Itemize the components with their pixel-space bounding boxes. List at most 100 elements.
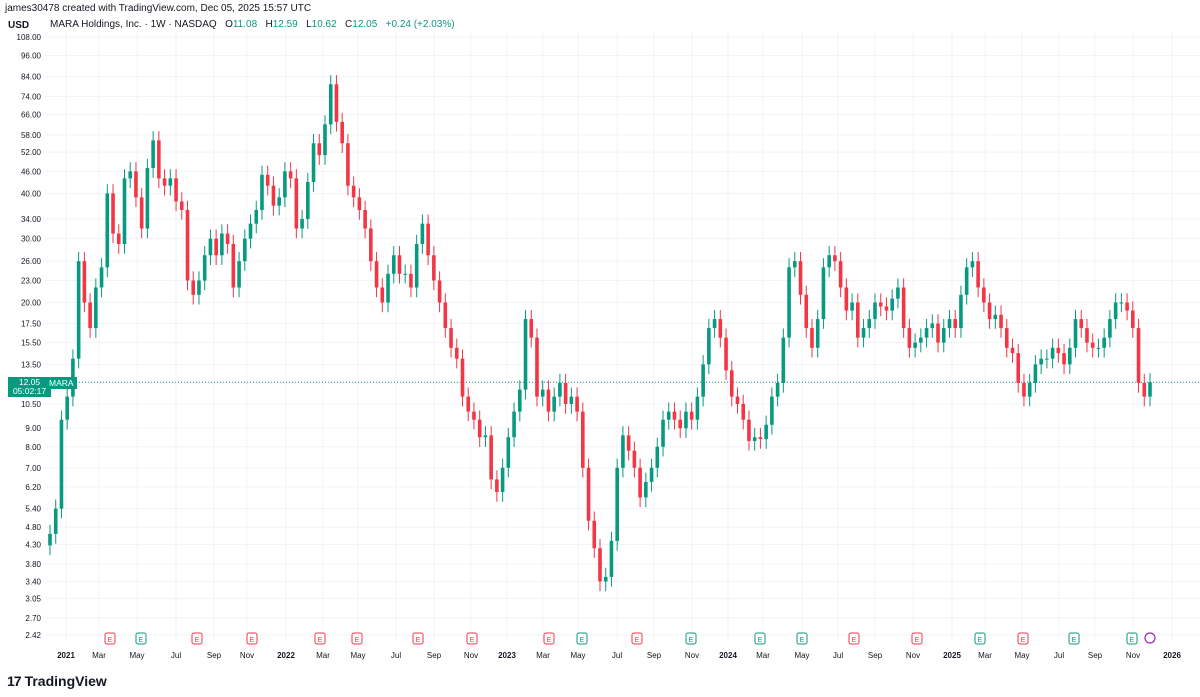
- x-tick-label: Sep: [427, 651, 442, 660]
- candle-body: [1016, 353, 1021, 383]
- earnings-marker-label: E: [1021, 637, 1026, 644]
- candle-body: [1148, 382, 1152, 397]
- candle-body: [128, 171, 133, 179]
- candle-body: [1090, 342, 1095, 348]
- candle-body: [792, 261, 797, 268]
- candle-body: [907, 328, 912, 348]
- candle-body: [151, 140, 155, 168]
- candle-body: [254, 209, 259, 224]
- candle-body: [225, 233, 230, 245]
- candle-body: [116, 233, 121, 245]
- candle-body: [489, 435, 493, 480]
- candle-body: [724, 337, 728, 371]
- candle-body: [323, 124, 327, 156]
- candle-body: [970, 261, 975, 268]
- high-value: 12.59: [272, 19, 298, 30]
- candle-body: [896, 287, 900, 299]
- candle-body: [735, 396, 740, 404]
- candle-body: [99, 267, 104, 288]
- y-tick-label: 15.50: [21, 339, 42, 348]
- candle-body: [575, 396, 579, 412]
- y-tick-label: 20.00: [21, 299, 42, 308]
- candle-body: [88, 302, 92, 329]
- change-value: +0.24 (+2.03%): [385, 19, 455, 30]
- candle-body: [953, 319, 958, 329]
- x-tick-label: Mar: [756, 651, 770, 660]
- candle-body: [787, 267, 791, 338]
- y-tick-label: 84.00: [21, 73, 42, 82]
- candle-body: [122, 178, 127, 245]
- x-tick-label: May: [570, 651, 585, 660]
- low-value: 10.62: [311, 19, 337, 30]
- candle-body: [672, 411, 677, 420]
- earnings-marker-icon: [104, 632, 116, 645]
- candle-body: [420, 223, 425, 245]
- candle-body: [391, 255, 396, 274]
- y-tick-label: 26.00: [21, 257, 42, 266]
- candle-body: [414, 244, 419, 288]
- candle-body: [1131, 310, 1135, 329]
- earnings-marker-label: E: [915, 637, 920, 644]
- candle-body: [1125, 302, 1129, 311]
- candle-body: [1073, 319, 1078, 348]
- tradingview-logo-icon: 17: [7, 673, 22, 689]
- candle-body: [65, 396, 69, 420]
- earnings-marker-label: E: [1130, 637, 1135, 644]
- candle-body: [586, 467, 591, 521]
- candle-body: [380, 287, 385, 303]
- candle-body: [403, 273, 408, 275]
- candle-body: [277, 197, 281, 206]
- candle-body: [804, 294, 809, 329]
- y-tick-label: 96.00: [21, 52, 42, 61]
- candle-body: [369, 228, 373, 262]
- candle-body: [1004, 328, 1009, 348]
- x-tick-label: Nov: [685, 651, 699, 660]
- candle-body: [655, 446, 660, 468]
- x-tick-label: May: [1014, 651, 1029, 660]
- candle-body: [449, 328, 453, 348]
- candle-body: [105, 193, 110, 268]
- candle-body: [443, 302, 448, 329]
- candle-body: [666, 411, 671, 420]
- earnings-marker-label: E: [852, 637, 857, 644]
- close-value: 12.05: [352, 19, 378, 30]
- candle-body: [758, 437, 763, 440]
- candle-body: [976, 261, 980, 288]
- earnings-marker-icon: [314, 632, 326, 645]
- candle-body: [340, 121, 344, 144]
- low-label: L: [306, 19, 312, 30]
- candle-body: [466, 396, 471, 412]
- earnings-marker-label: E: [416, 637, 421, 644]
- tradingview-brand[interactable]: 17 TradingView: [7, 673, 107, 689]
- candle-body: [592, 520, 597, 549]
- candle-body: [317, 143, 322, 156]
- y-tick-label: 13.50: [21, 360, 42, 369]
- candle-body: [712, 319, 717, 329]
- earnings-marker-icon: [466, 632, 478, 645]
- x-tick-label: Jul: [171, 651, 181, 660]
- candle-body: [827, 255, 831, 268]
- candle-body: [884, 306, 889, 311]
- earnings-marker-label: E: [547, 637, 552, 644]
- candle-body: [202, 255, 207, 281]
- candle-body: [936, 323, 940, 343]
- candle-body: [460, 358, 465, 397]
- earnings-marker-icon: [351, 632, 363, 645]
- candle-body: [770, 396, 774, 425]
- candle-body: [477, 419, 482, 438]
- candle-body: [684, 411, 688, 429]
- x-tick-label: Mar: [316, 651, 330, 660]
- earnings-marker-label: E: [139, 637, 144, 644]
- candle-body: [638, 467, 642, 498]
- candle-body: [334, 84, 339, 122]
- x-tick-label: Sep: [207, 651, 222, 660]
- earnings-marker-label: E: [355, 637, 360, 644]
- y-tick-label: 3.80: [25, 560, 41, 569]
- x-tick-label: Nov: [906, 651, 920, 660]
- candle-body: [328, 84, 333, 125]
- candle-body: [632, 450, 637, 468]
- candle-body: [901, 287, 906, 329]
- candle-body: [878, 302, 883, 307]
- earnings-marker-label: E: [580, 637, 585, 644]
